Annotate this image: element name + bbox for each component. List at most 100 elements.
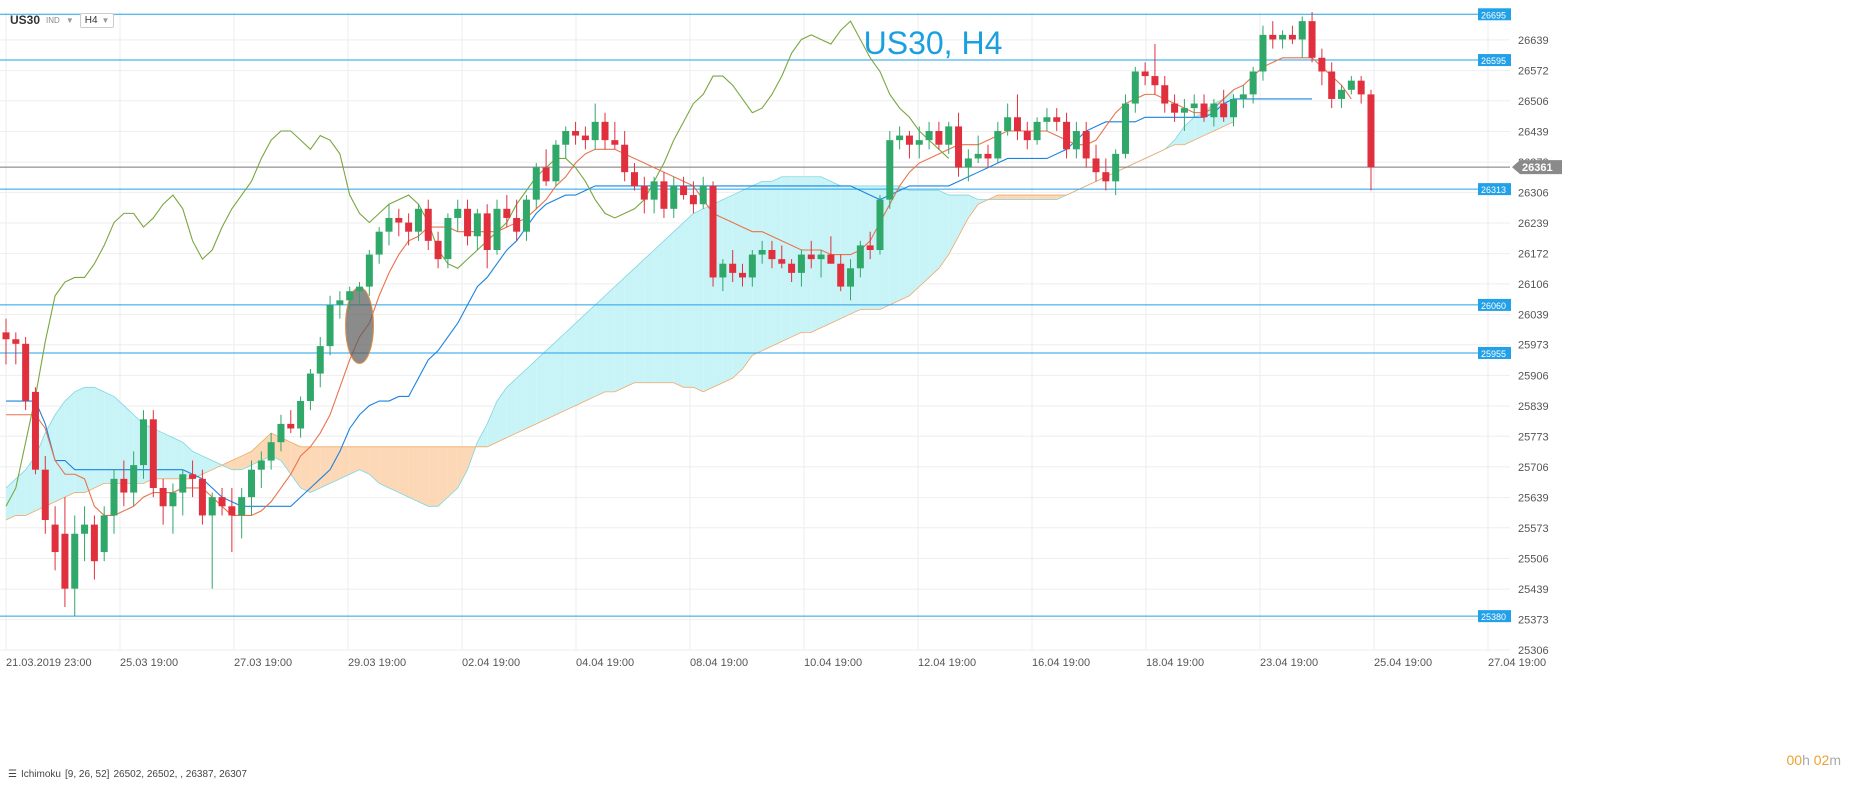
y-tick-label: 25306 <box>1518 645 1549 657</box>
candle-body <box>424 208 432 241</box>
y-tick-label: 26239 <box>1518 218 1549 230</box>
y-tick-label: 26039 <box>1518 310 1549 322</box>
cloud-segment <box>84 387 95 493</box>
cloud-segment <box>310 446 321 493</box>
candle-body <box>729 263 737 273</box>
cloud-segment <box>1017 195 1028 200</box>
candle-body <box>1230 98 1237 118</box>
indicator-settings-icon[interactable]: ☰ <box>8 769 17 780</box>
y-tick-label: 25773 <box>1518 431 1549 443</box>
x-tick-label: 10.04 19:00 <box>804 657 862 669</box>
x-tick-label: 21.03.2019 23:00 <box>6 657 92 669</box>
candle-body <box>1151 76 1159 86</box>
candle-body <box>621 144 629 173</box>
candle-body <box>974 153 982 159</box>
chart-toolbar: US30 IND ▼ H4 ▼ <box>10 10 115 30</box>
y-tick-label: 26572 <box>1518 66 1549 78</box>
y-tick-label: 25639 <box>1518 493 1549 505</box>
candle-body <box>660 181 668 209</box>
cloud-segment <box>55 401 65 502</box>
candle-body <box>434 240 442 260</box>
candle-body <box>257 460 265 470</box>
cloud-segment <box>192 451 203 479</box>
y-tick-label: 25439 <box>1518 584 1549 596</box>
candle-body <box>1033 121 1041 141</box>
candle-body <box>650 181 658 200</box>
candle-body <box>71 533 79 589</box>
candle-body <box>1063 121 1071 150</box>
indicator-name[interactable]: Ichimoku <box>20 769 61 780</box>
x-tick-label: 29.03 19:00 <box>348 657 406 669</box>
cloud-segment <box>605 286 615 392</box>
candle-body <box>1357 80 1365 95</box>
cloud-segment <box>457 446 468 488</box>
x-tick-label: 27.03 19:00 <box>234 657 292 669</box>
candle-body <box>876 199 884 250</box>
candle-body <box>935 130 943 145</box>
cloud-segment <box>929 190 939 278</box>
cloud-segment <box>997 195 1008 200</box>
candle-body <box>699 185 707 205</box>
candle-body <box>336 300 344 305</box>
cloud-segment <box>388 446 399 493</box>
candle-body <box>532 167 540 200</box>
candle-body <box>385 217 393 232</box>
y-tick-label: 25973 <box>1518 340 1549 352</box>
cloud-segment <box>830 181 841 324</box>
cloud-segment <box>222 460 232 470</box>
cloud-segment <box>634 259 645 383</box>
cloud-segment <box>555 332 566 415</box>
y-tick-label: 25839 <box>1518 401 1549 413</box>
candle-body <box>169 492 177 507</box>
candle-body <box>817 254 825 260</box>
candle-body <box>748 254 756 278</box>
candle-body <box>1072 130 1080 150</box>
cloud-segment <box>172 437 183 479</box>
symbol-dropdown-icon[interactable]: ▼ <box>65 15 74 25</box>
cloud-segment <box>575 314 586 406</box>
x-tick-label: 12.04 19:00 <box>918 657 976 669</box>
candle-body <box>964 158 972 168</box>
cloud-segment <box>1174 126 1185 145</box>
candle-body <box>198 478 206 516</box>
cloud-segment <box>899 185 910 301</box>
candle-body <box>1347 80 1355 90</box>
cloud-segment <box>1037 195 1047 200</box>
cloud-segment <box>379 446 389 488</box>
timeframe-selector[interactable]: H4 ▼ <box>79 12 115 28</box>
candle-body <box>454 208 462 218</box>
candle-body <box>1328 71 1336 99</box>
candle-body <box>1338 89 1346 99</box>
candle-body <box>601 121 609 141</box>
cloud-segment <box>6 478 16 521</box>
candle-body <box>12 339 20 344</box>
candle-body <box>326 304 334 347</box>
symbol-label[interactable]: US30 <box>10 13 41 27</box>
candle-body <box>1043 117 1051 122</box>
candle-timer: 00h 02m <box>1786 752 1841 768</box>
candle-body <box>807 254 815 260</box>
indicator-legend: ☰ Ichimoku [9, 26, 52] 26502, 26502, , 2… <box>8 769 247 780</box>
candle-body <box>1269 34 1277 40</box>
y-tick-label: 26106 <box>1518 279 1549 291</box>
candle-body <box>81 524 89 534</box>
candle-body <box>1023 130 1031 141</box>
candle-body <box>2 332 10 340</box>
cloud-segment <box>654 240 664 383</box>
cloud-segment <box>241 451 252 470</box>
cloud-segment <box>74 387 85 493</box>
cloud-segment <box>1194 112 1205 141</box>
candle-body <box>149 419 157 488</box>
timer-minutes: 02 <box>1813 752 1830 768</box>
candle-body <box>51 524 59 553</box>
cloud-segment <box>801 176 812 333</box>
candle-body <box>1288 34 1296 40</box>
cloud-segment <box>1027 195 1038 200</box>
x-tick-label: 04.04 19:00 <box>576 657 634 669</box>
cloud-segment <box>663 231 674 383</box>
cloud-segment <box>104 391 115 484</box>
line-label-text: 26595 <box>1481 56 1506 66</box>
candle-body <box>1102 172 1110 182</box>
